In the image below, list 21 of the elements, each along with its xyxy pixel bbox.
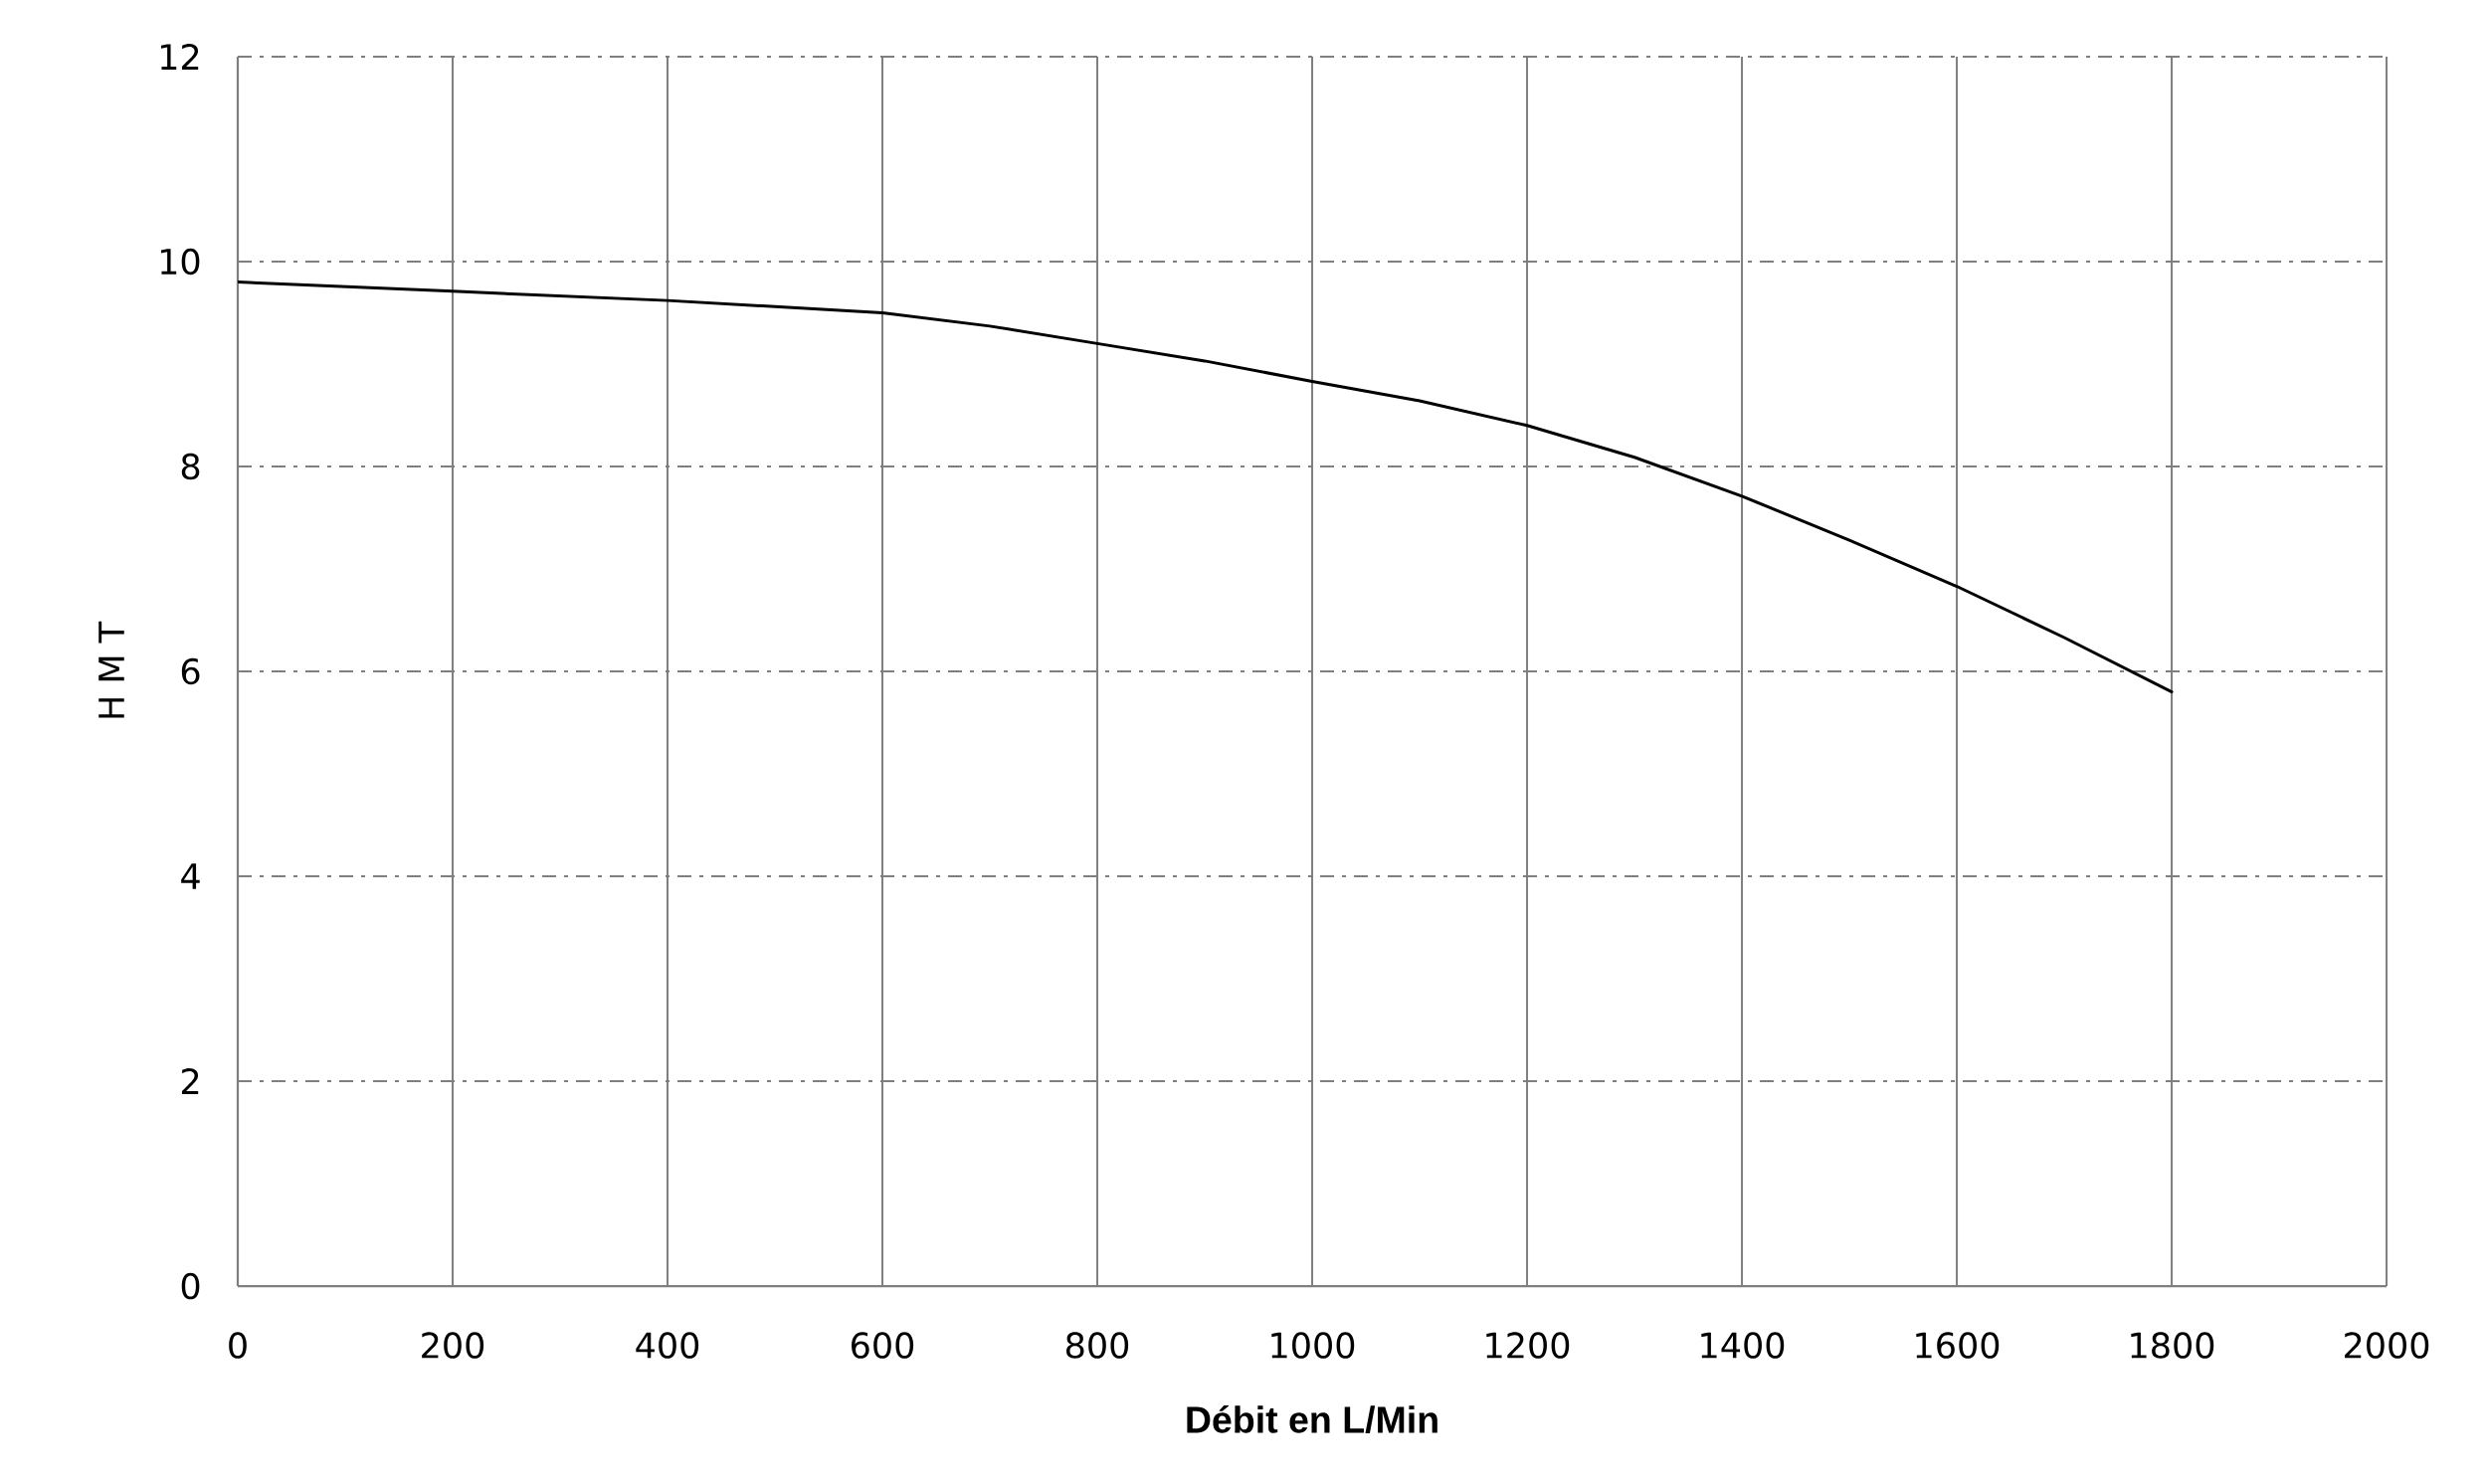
y-axis-title: H M T [98,621,124,718]
x-tick-label: 1400 [1701,1332,1785,1359]
x-tick-label: 0 [229,1332,247,1359]
x-tick-label: 1200 [1486,1332,1570,1359]
y-tick-label: 8 [181,453,200,480]
x-tick-label: 400 [636,1332,699,1359]
y-tick-label: 10 [160,248,200,276]
y-tick-label: 12 [160,43,199,70]
x-tick-label: 1600 [1916,1332,2000,1359]
y-tick-label: 2 [181,1067,199,1094]
x-tick-label: 2000 [2345,1332,2429,1359]
x-tick-label: 800 [1066,1332,1129,1359]
x-tick-label: 200 [422,1332,484,1359]
y-tick-label: 6 [181,657,200,685]
x-tick-label: 1000 [1271,1332,1355,1359]
x-tick-label: 1800 [2131,1332,2214,1359]
x-tick-label: 600 [852,1332,914,1359]
y-tick-label: 0 [181,1272,200,1300]
line-series [238,280,2174,694]
x-axis-title: Débit en L/Min [1187,1404,1437,1434]
y-tick-label: 4 [181,863,200,889]
